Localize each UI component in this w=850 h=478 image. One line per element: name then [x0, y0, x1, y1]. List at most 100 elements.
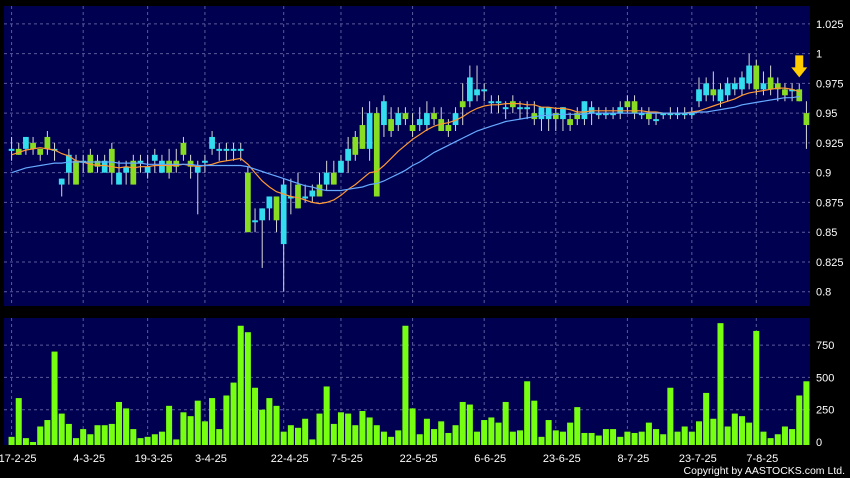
candle-body: [137, 160, 144, 163]
candle-body: [617, 107, 624, 114]
date-tick-label: 8-7-25: [618, 453, 650, 465]
candle-body: [495, 101, 502, 104]
volume-bar: [37, 426, 44, 445]
volume-bar: [173, 439, 180, 445]
volume-bar: [581, 432, 588, 445]
volume-bar: [789, 429, 796, 445]
volume-bar: [688, 431, 695, 445]
candle-body: [373, 113, 380, 197]
volume-bar: [259, 409, 266, 445]
volume-bar: [373, 425, 380, 445]
volume-bar: [602, 429, 609, 445]
volume-bar: [724, 426, 731, 445]
volume-bar: [416, 434, 423, 445]
candle-body: [273, 196, 280, 221]
candle-body: [395, 113, 402, 126]
volume-bar: [696, 421, 703, 445]
volume-bar: [774, 434, 781, 445]
candle-body: [646, 113, 652, 120]
volume-bar: [638, 431, 645, 445]
date-tick-label: 3-4-25: [195, 453, 227, 465]
candle-body: [488, 101, 495, 104]
volume-bar: [137, 438, 144, 445]
candle-body: [295, 184, 301, 209]
volume-bar: [94, 425, 101, 445]
candle-body: [230, 148, 237, 151]
date-axis-ticks: 17-2-25 4-3-25 19-3-25 3-4-25 22-4-25 7-5-25 2…: [0, 453, 778, 465]
price-tick-label: 0.875: [816, 197, 844, 209]
volume-bar: [287, 425, 294, 445]
candle-body: [481, 89, 488, 92]
candle-body: [58, 178, 65, 185]
candle-body: [345, 148, 351, 161]
volume-bar: [216, 429, 223, 445]
volume-bar: [531, 400, 538, 445]
volume-bar: [409, 408, 416, 445]
candle-body: [23, 136, 29, 149]
volume-bar: [466, 404, 473, 445]
candle-body: [116, 172, 122, 185]
candle-body: [202, 160, 208, 163]
price-panel-background: [4, 6, 810, 306]
candle-body: [560, 107, 566, 120]
candle-body: [581, 101, 588, 120]
candle-body: [660, 113, 667, 116]
candle-body: [194, 166, 201, 173]
candle-body: [452, 113, 459, 126]
volume-bar: [674, 431, 681, 445]
volume-bar: [767, 438, 774, 445]
volume-bar: [151, 434, 158, 445]
candle-body: [280, 184, 287, 245]
volume-bar: [402, 325, 409, 445]
candle-body: [151, 154, 158, 161]
price-tick-label: 1: [816, 49, 822, 61]
volume-bar: [588, 432, 595, 445]
candle-body: [753, 65, 760, 90]
arrow-marker: [791, 55, 808, 78]
volume-bar: [438, 421, 445, 445]
candle-body: [459, 101, 466, 108]
candle-body: [739, 77, 745, 90]
candle-body: [746, 65, 752, 84]
date-tick-label: 23-7-25: [679, 453, 717, 465]
candle-body: [388, 119, 394, 131]
candle-body: [316, 184, 323, 197]
candle-body: [245, 172, 251, 233]
volume-bar: [252, 387, 259, 445]
volume-bar: [452, 425, 459, 445]
volume-bars: [8, 323, 810, 445]
volume-bar: [366, 417, 373, 445]
volume-bar: [380, 431, 387, 445]
candle-body: [123, 166, 130, 173]
candle-body: [681, 113, 688, 116]
volume-tick-label: 750: [816, 340, 834, 352]
volume-bar: [337, 412, 344, 445]
volume-bar: [717, 323, 724, 445]
volume-bar: [144, 436, 151, 445]
volume-bar: [781, 426, 788, 445]
candle-body: [359, 125, 366, 149]
volume-bar: [108, 423, 115, 445]
candle-body: [638, 113, 645, 116]
candle-body: [108, 148, 115, 173]
volume-bar: [703, 392, 710, 445]
candle-body: [37, 148, 44, 155]
volume-bar: [51, 351, 58, 445]
volume-bar: [58, 413, 65, 445]
candle-body: [94, 160, 101, 167]
volume-bar: [15, 398, 22, 445]
volume-bar: [552, 430, 559, 445]
candle-body: [760, 83, 767, 90]
candle-body: [624, 101, 631, 108]
price-tick-label: 0.8: [816, 287, 831, 299]
volume-tick-label: 250: [816, 405, 834, 417]
volume-bar: [538, 436, 545, 445]
candle-body: [696, 89, 702, 102]
volume-bar: [681, 426, 688, 445]
candle-body: [688, 113, 695, 116]
candle-body: [338, 160, 344, 173]
date-tick-label: 7-5-25: [331, 453, 363, 465]
candle-body: [567, 119, 573, 126]
volume-bar: [710, 418, 717, 445]
date-tick-label: 4-3-25: [73, 453, 105, 465]
